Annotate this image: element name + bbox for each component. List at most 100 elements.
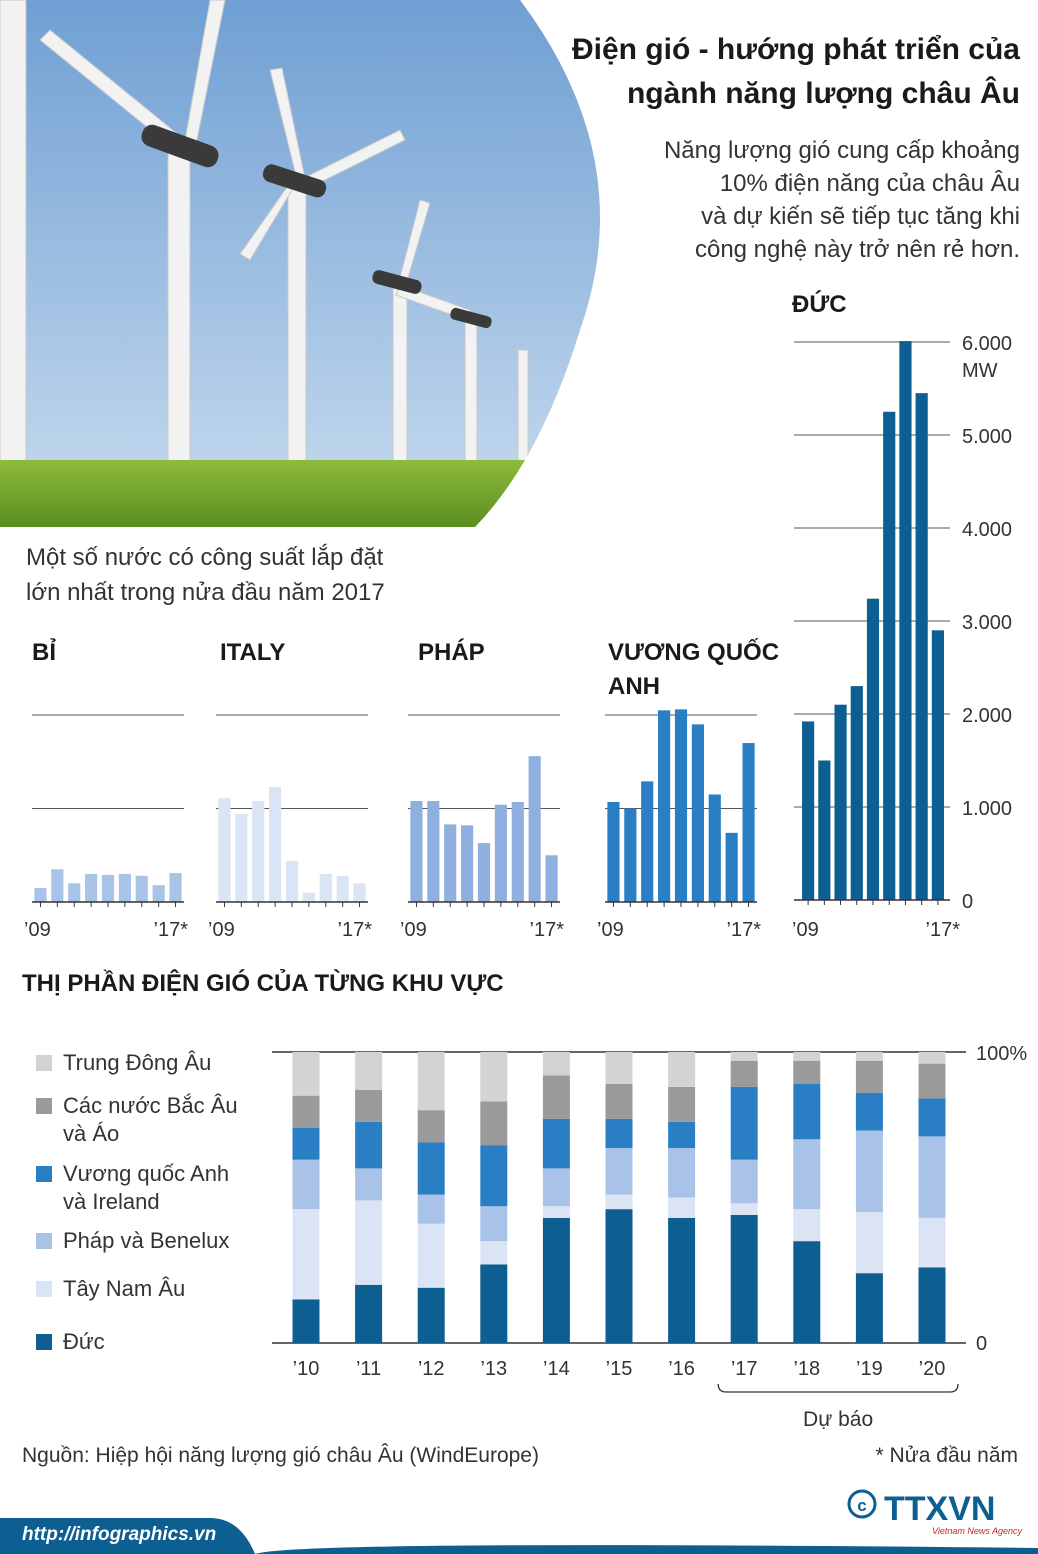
stack-segment: [855, 1052, 883, 1061]
country-chart-uk: ’09 ’17*: [597, 709, 761, 941]
stack-segment: [668, 1197, 696, 1218]
stack-segment: [292, 1299, 320, 1343]
intro-line: lớn nhất trong nửa đầu năm 2017: [26, 579, 385, 606]
country-chart-duc: 0 1.000 2.000 3.000 4.000 5.000 6.000 MW ’09 ’17*: [792, 333, 1012, 941]
x-tick-label: ’09: [792, 919, 819, 941]
stack-segment: [605, 1209, 633, 1343]
stack-segment: [918, 1098, 946, 1137]
forecast-bracket: [717, 1383, 959, 1393]
stack-segment: [480, 1052, 508, 1102]
bar: [51, 869, 64, 902]
stack-segment: [730, 1214, 758, 1343]
stack-segment: [855, 1092, 883, 1131]
stack-segment: [292, 1159, 320, 1210]
bar: [607, 801, 620, 902]
subtitle-line: Năng lượng gió cung cấp khoảng: [663, 137, 1020, 164]
wind-turbine-photo: [0, 0, 600, 527]
stack-segment: [793, 1209, 821, 1242]
intro-line: Một số nước có công suất lắp đặt: [26, 544, 384, 571]
stack-segment: [668, 1121, 696, 1149]
country-bar-charts: ’09’17* ’09’17* ’09’17* ’09’17*01.0002.0003…: [24, 333, 1012, 941]
x-tick-label: ’20: [919, 1358, 946, 1380]
stack-segment: [793, 1139, 821, 1210]
stack-segment: [417, 1223, 445, 1288]
x-tick-label: ’17*: [530, 919, 565, 941]
svg-text:TTXVN: TTXVN: [884, 1490, 995, 1528]
bar: [528, 756, 541, 902]
stack-segment: [918, 1063, 946, 1099]
stack-segment: [918, 1052, 946, 1064]
bar: [850, 686, 863, 900]
stack-segment: [668, 1052, 696, 1087]
stack-segment: [793, 1084, 821, 1140]
source-note: Nguồn: Hiệp hội năng lượng gió châu Âu (…: [22, 1444, 539, 1467]
bar: [302, 892, 315, 902]
country-chart-phap: ’09 ’17*: [400, 714, 565, 941]
legend-swatch: [36, 1055, 52, 1071]
footer-bar: [0, 1518, 1038, 1554]
stack-segment: [355, 1168, 383, 1201]
website-link[interactable]: http://infographics.vn: [22, 1524, 217, 1545]
bar: [427, 801, 440, 902]
forecast-label: Dự báo: [803, 1408, 873, 1431]
subtitle-line: và dự kiến sẽ tiếp tục tăng khi: [701, 203, 1020, 230]
legend-label: Các nước Bắc Âu và Áo: [63, 1093, 238, 1146]
chart-label-italy: ITALY: [220, 639, 286, 666]
y-tick-label: 3.000: [962, 612, 1012, 634]
x-tick-label: ’09: [400, 919, 427, 941]
x-tick-label: ’09: [597, 919, 624, 941]
legend-label: Trung Đông Âu: [63, 1050, 212, 1075]
stack-segment: [605, 1118, 633, 1149]
stack-segment: [605, 1084, 633, 1119]
bar: [269, 786, 282, 902]
stack-segment: [793, 1241, 821, 1343]
intro-text: Một số nước có công suất lắp đặt lớn nhấ…: [26, 540, 446, 610]
x-tick-label: ’11: [356, 1358, 381, 1380]
x-tick-label: ’09: [24, 919, 51, 941]
x-tick-label: ’17*: [727, 919, 762, 941]
stacked-share-chart: 100% 0 ’10 ’11 ’12 ’13 ’14 ’15 ’16 ’17 ’18 ’19 ’20 Dự…: [272, 1043, 1027, 1431]
stack-segment: [918, 1267, 946, 1343]
bar: [511, 801, 524, 902]
stack-segment: [542, 1217, 570, 1343]
chart-label-uk-line: VƯƠNG QUỐC: [608, 639, 780, 666]
stack-segment: [605, 1194, 633, 1210]
ttxvn-logo-graphic: c TTXVN Vietnam News Agency: [847, 1489, 1023, 1536]
page-title: Điện gió - hướng phát triển của ngành nă…: [420, 28, 1020, 116]
legend-swatch: [36, 1233, 52, 1249]
stack-segment: [480, 1145, 508, 1207]
stack-segment: [918, 1136, 946, 1218]
chart-label-uk-line: ANH: [608, 673, 660, 700]
x-tick-label: ’17*: [926, 919, 961, 941]
stack-segment: [542, 1206, 570, 1218]
x-tick-label: ’14: [543, 1358, 570, 1380]
stack-segment: [855, 1060, 883, 1093]
bar: [915, 393, 928, 900]
stack-segment: [292, 1095, 320, 1128]
bar: [68, 883, 81, 902]
stack-segment: [417, 1287, 445, 1343]
bar: [285, 860, 299, 902]
chart-label-bi: BỈ: [32, 639, 56, 666]
bar: [135, 875, 148, 902]
bar: [235, 814, 248, 902]
legend-label: Pháp và Benelux: [63, 1228, 230, 1253]
x-tick-label: ’18: [793, 1358, 820, 1380]
stack-segment: [668, 1217, 696, 1343]
stack-segment: [292, 1052, 320, 1096]
bar: [252, 801, 265, 902]
bar: [691, 724, 704, 902]
stack-segment: [355, 1052, 383, 1090]
bar: [834, 704, 847, 900]
y-tick-label: 100%: [976, 1043, 1027, 1065]
stack-segment: [417, 1194, 445, 1224]
x-tick-label: ’19: [856, 1358, 883, 1380]
x-tick-label: ’13: [480, 1358, 507, 1380]
title-line-2: ngành năng lượng châu Âu: [626, 77, 1020, 110]
x-tick-label: ’17: [731, 1358, 758, 1380]
y-tick-label: 1.000: [962, 798, 1012, 820]
bar: [725, 832, 738, 902]
legend-swatch: [36, 1166, 52, 1182]
x-tick-label: ’15: [606, 1358, 633, 1380]
y-tick-label: 0: [976, 1333, 987, 1355]
